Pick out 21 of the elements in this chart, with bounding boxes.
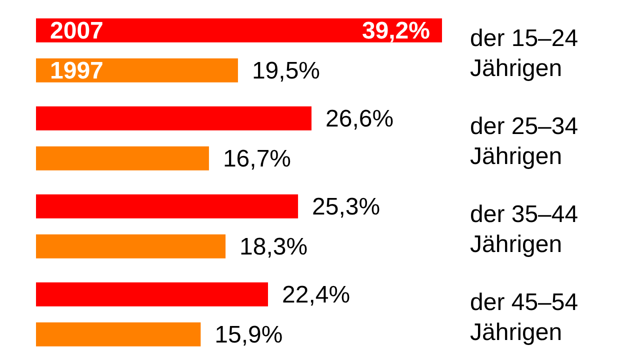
y-tick-label: der 25–34 Jährigen [470, 113, 578, 170]
data-label: 18,3% [240, 233, 308, 260]
data-label: 26,6% [326, 105, 394, 132]
series-label: 1997 [50, 57, 104, 84]
y-tick-label: der 45–54 Jährigen [470, 289, 578, 346]
y-tick-label: der 35–44 Jährigen [470, 201, 578, 258]
data-label: 22,4% [282, 281, 350, 308]
data-label: 16,7% [222, 145, 292, 172]
bar [36, 194, 298, 218]
y-tick-label: der 15–24 Jährigen [470, 25, 578, 82]
bar [36, 146, 209, 170]
bar [36, 282, 268, 306]
bar [36, 58, 238, 82]
data-label: 39,2% [362, 17, 430, 44]
series-label: 2007 [50, 17, 104, 44]
bar [36, 322, 201, 346]
bar [36, 106, 312, 130]
data-label: 25,3% [312, 193, 380, 220]
data-label: 19,5% [252, 57, 320, 84]
bar [36, 234, 226, 258]
data-label: 15,9% [214, 321, 283, 348]
